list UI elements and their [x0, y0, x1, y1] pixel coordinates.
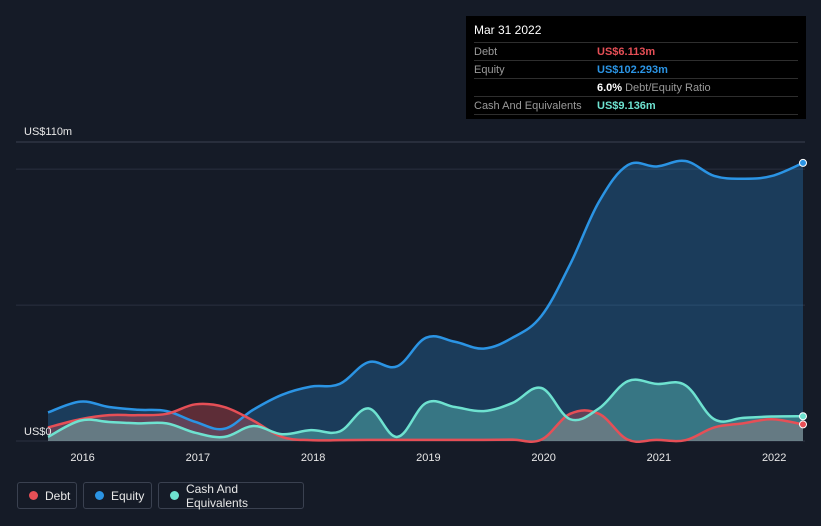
- legend-cash-label: Cash And Equivalents: [185, 481, 249, 510]
- debt-endpoint: [799, 420, 807, 429]
- x-tick-label: 2019: [416, 452, 440, 464]
- tooltip-ratio-label: Debt/Equity Ratio: [625, 81, 711, 94]
- debt-line: [47, 402, 804, 444]
- tooltip-cash-label: Cash And Equivalents: [474, 99, 582, 112]
- debt-dot-icon: [29, 491, 38, 500]
- tooltip-row-ratio: 6.0% Debt/Equity Ratio: [474, 78, 798, 96]
- legend-debt-label: Debt: [45, 488, 71, 503]
- tooltip-row-debt: Debt US$6.113m: [474, 42, 798, 60]
- y-axis-top-label: US$110m: [24, 126, 72, 138]
- equity-line: [47, 159, 804, 431]
- tooltip-cash-value: US$9.136m: [597, 99, 656, 112]
- cash-area: [48, 379, 803, 441]
- tooltip-equity-value: US$102.293m: [597, 63, 668, 76]
- tooltip-ratio-value: 6.0%: [597, 81, 623, 94]
- tooltip-row-cash: Cash And Equivalents US$9.136m: [474, 96, 798, 115]
- x-tick-label: 2018: [301, 452, 325, 464]
- tooltip-equity-label: Equity: [474, 63, 505, 76]
- cash-line: [47, 378, 804, 439]
- legend-equity[interactable]: Equity: [83, 482, 152, 509]
- x-tick-label: 2017: [186, 452, 210, 464]
- legend-cash[interactable]: Cash And Equivalents: [158, 481, 304, 510]
- cash-dot-icon: [170, 491, 179, 500]
- legend-equity-label: Equity: [111, 488, 145, 503]
- x-axis-ticks: 2016 2017 2018 2019 2020 2021 2022: [70, 452, 786, 464]
- tooltip-row-equity: Equity US$102.293m: [474, 60, 798, 78]
- tooltip-date: Mar 31 2022: [474, 23, 542, 37]
- x-tick-label: 2022: [762, 452, 786, 464]
- y-axis-bottom-label: US$0: [24, 426, 52, 438]
- legend-debt[interactable]: Debt: [17, 482, 77, 509]
- equity-endpoint: [799, 158, 807, 167]
- chart-endpoints: [799, 158, 807, 429]
- cash-endpoint: [799, 412, 807, 421]
- x-tick-label: 2021: [647, 452, 671, 464]
- chart-areas: [48, 160, 803, 442]
- equity-area: [48, 160, 803, 441]
- x-tick-label: 2020: [531, 452, 555, 464]
- tooltip-debt-label: Debt: [474, 45, 498, 58]
- equity-dot-icon: [95, 491, 104, 500]
- tooltip-debt-value: US$6.113m: [597, 45, 656, 58]
- tooltip: Mar 31 2022 Debt US$6.113m Equity US$102…: [466, 16, 806, 119]
- x-tick-label: 2016: [70, 452, 94, 464]
- chart-lines: [47, 159, 804, 444]
